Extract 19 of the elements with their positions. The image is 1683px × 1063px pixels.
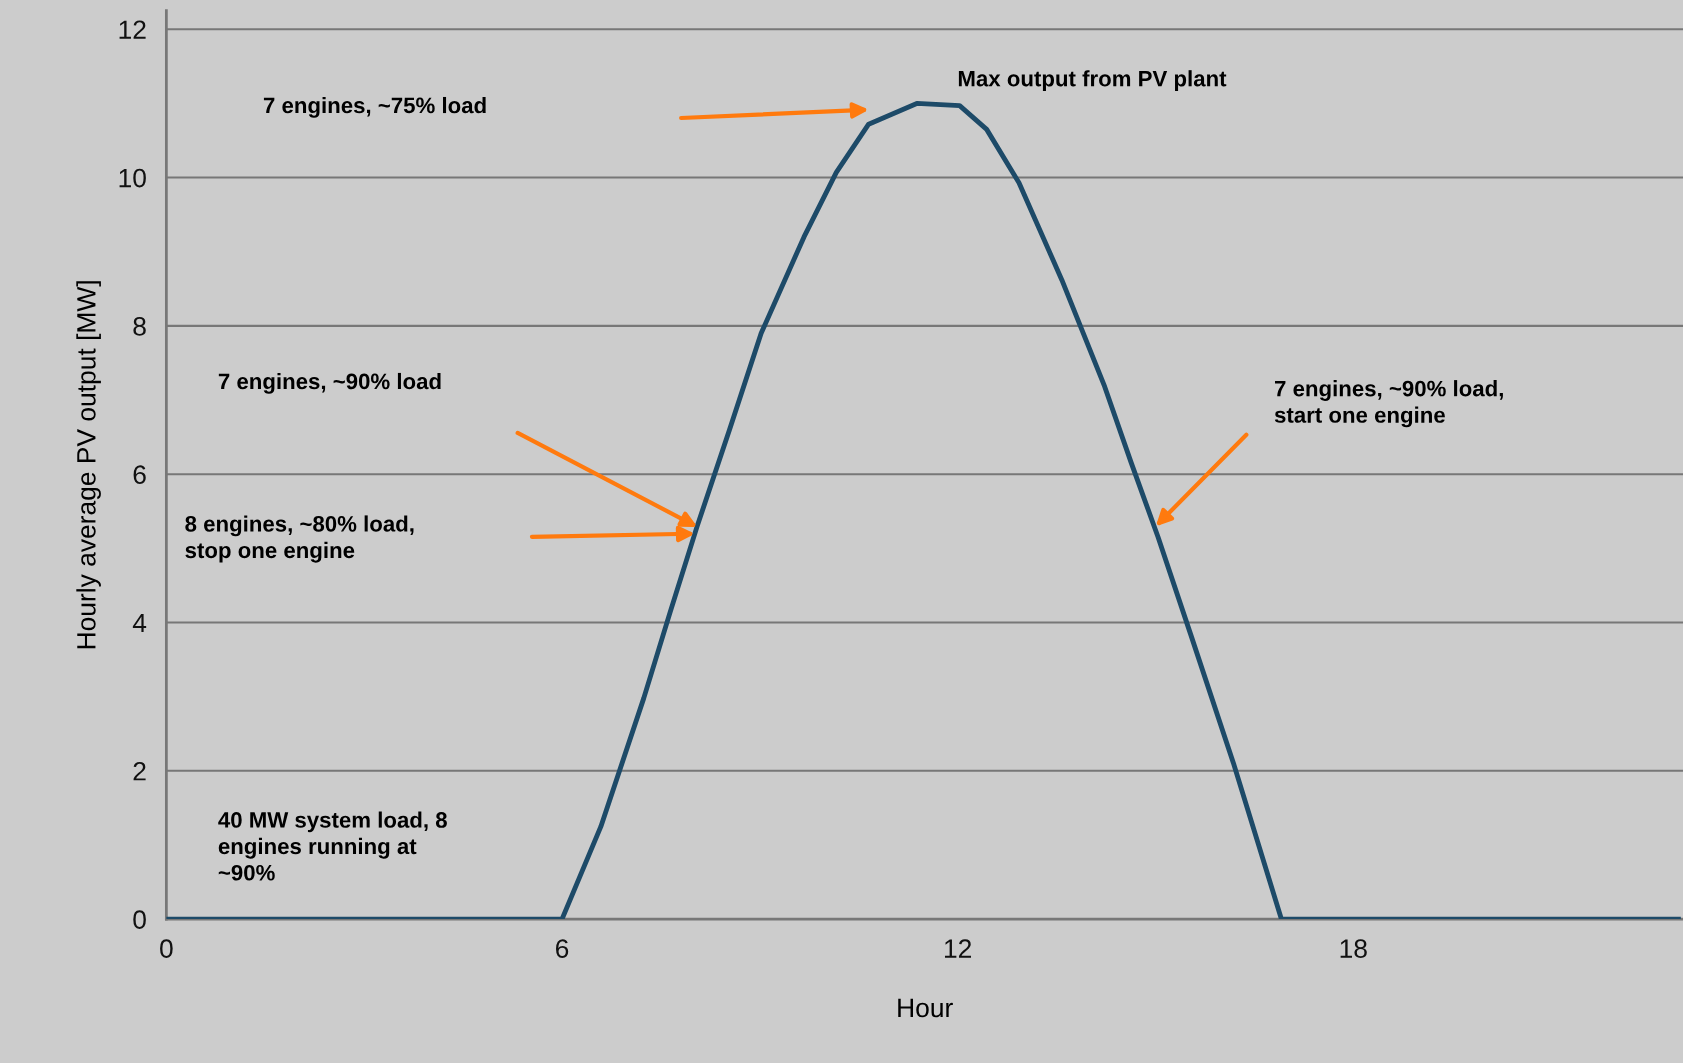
annotation: 8 engines, ~80% load, stop one engine xyxy=(185,515,414,563)
annotation: 7 engines, ~90% load xyxy=(218,372,441,394)
x-tick-label: 6 xyxy=(556,939,569,958)
annotation: Max output from PV plant xyxy=(958,70,1227,91)
y-axis-title: Hourly average PV output [MW] xyxy=(76,281,101,649)
annotation: 7 engines, ~75% load xyxy=(263,96,486,118)
x-tick-label: 0 xyxy=(160,939,173,958)
annotation: 7 engines, ~90% load, start one engine xyxy=(1274,380,1503,428)
y-tick-label: 12 xyxy=(119,20,146,39)
y-tick-label: 10 xyxy=(119,168,146,188)
y-tick-label: 4 xyxy=(132,613,147,633)
x-axis-title: Hour xyxy=(898,998,953,1018)
annotation: 40 MW system load, 8 engines running at ~90% xyxy=(218,811,447,881)
y-tick-label: 2 xyxy=(133,761,146,781)
x-tick-label: 18 xyxy=(1340,939,1367,958)
y-tick-label: 0 xyxy=(133,910,146,929)
x-tick-label: 12 xyxy=(944,939,972,958)
y-tick-label: 6 xyxy=(133,465,146,485)
y-tick-label: 8 xyxy=(133,317,146,336)
